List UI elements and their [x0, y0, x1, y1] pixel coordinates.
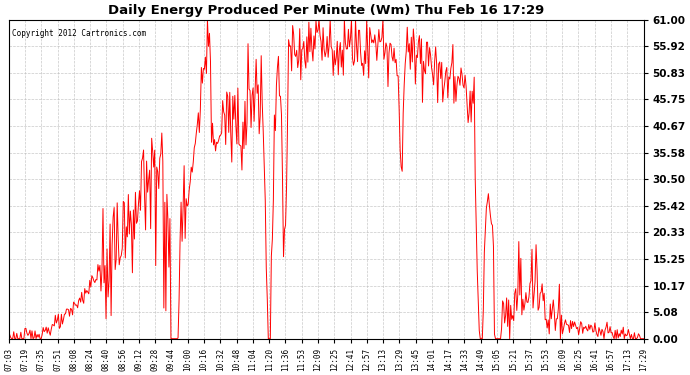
Title: Daily Energy Produced Per Minute (Wm) Thu Feb 16 17:29: Daily Energy Produced Per Minute (Wm) Th…	[108, 4, 544, 17]
Text: Copyright 2012 Cartronics.com: Copyright 2012 Cartronics.com	[12, 29, 146, 38]
